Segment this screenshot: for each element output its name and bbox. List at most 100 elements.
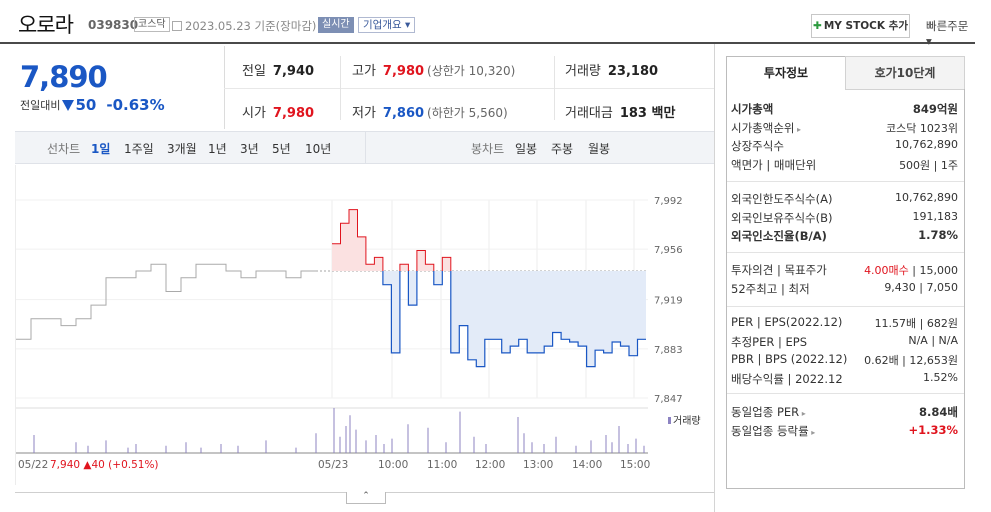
tab-hoga-10[interactable]: 호가10단계: [845, 56, 965, 90]
divider: [224, 46, 225, 129]
x-tick-label: 14:00: [572, 459, 602, 471]
divider: [224, 88, 714, 89]
high-price: 고가 7,980 (상한가 10,320): [352, 64, 516, 79]
info-label: 상장주식수: [731, 139, 784, 153]
plus-icon: ✚: [813, 20, 822, 32]
info-label: 동일업종 PER ▸: [731, 405, 806, 419]
volume: 거래량 23,180: [565, 64, 659, 79]
info-value: 4.00매수 | 15,000: [864, 264, 958, 277]
tab-10y[interactable]: 10년: [305, 142, 332, 156]
info-row: 외국인소진율(B/A) 1.78%: [731, 228, 958, 246]
info-row: 외국인보유주식수(B) 191,183: [731, 210, 958, 228]
realtime-button[interactable]: 실시간: [318, 17, 354, 33]
tab-5y[interactable]: 5년: [272, 142, 291, 156]
info-value: 8.84배: [919, 405, 958, 419]
tab-daily[interactable]: 일봉: [515, 142, 538, 156]
info-value: 849억원: [912, 102, 958, 116]
y-tick-label: 7,919: [654, 296, 683, 307]
divider: [340, 56, 341, 120]
info-label: PER | EPS(2022.12): [731, 315, 843, 329]
down-triangle-icon: [62, 100, 75, 111]
divider: [365, 132, 366, 163]
info-label: 외국인보유주식수(B): [731, 210, 833, 225]
x-tick-label: 10:00: [378, 459, 408, 471]
tab-monthly[interactable]: 월봉: [588, 142, 611, 156]
y-tick-label: 7,883: [654, 345, 683, 356]
volume-legend: 거래량: [673, 415, 701, 427]
info-label: 액면가 | 매매단위: [731, 157, 817, 172]
info-value: 11.57배 | 682원: [874, 317, 958, 330]
current-price: 7,890: [20, 60, 108, 94]
info-row: 동일업종 등락률 ▸ +1.33%: [731, 423, 958, 441]
info-label: 외국인소진율(B/A): [731, 229, 827, 243]
tab-1y[interactable]: 1년: [208, 142, 227, 156]
tab-3y[interactable]: 3년: [240, 142, 259, 156]
info-label: 동일업종 등락률 ▸: [731, 423, 816, 438]
up-area: [332, 209, 451, 272]
low-price: 저가 7,860 (하한가 5,560): [352, 106, 508, 121]
volume-legend-swatch: [668, 417, 671, 424]
tab-3m[interactable]: 3개월: [167, 142, 197, 156]
tab-1d[interactable]: 1일: [91, 142, 111, 156]
tab-invest-info[interactable]: 투자정보: [726, 56, 846, 90]
info-row: 외국인한도주식수(A) 10,762,890: [731, 191, 958, 209]
quote-date: 2023.05.23 기준(장마감): [172, 18, 316, 34]
prev-day-line: [16, 263, 316, 340]
market-badge: 코스닥: [134, 17, 170, 32]
tab-weekly[interactable]: 주봉: [551, 142, 574, 156]
chevron-right-icon: ▸: [794, 124, 802, 134]
prev-close: 전일 7,940: [242, 64, 315, 79]
prev-close-info: 7,940 ▲40 (+0.51%): [50, 459, 159, 471]
line-chart-label: 선차트: [47, 142, 81, 156]
info-row: 동일업종 PER ▸ 8.84배: [731, 404, 958, 422]
y-tick-label: 7,847: [654, 394, 683, 405]
y-tick-label: 7,956: [654, 245, 683, 256]
stock-name[interactable]: 오로라: [18, 13, 74, 37]
info-value: 1.52%: [923, 370, 958, 384]
info-value: +1.33%: [908, 422, 958, 437]
info-label[interactable]: 시가총액순위 ▸: [731, 120, 802, 135]
stock-header: 오로라 039830 코스닥 2023.05.23 기준(장마감) 실시간 기업…: [0, 0, 975, 48]
info-label: PBR | BPS (2022.12): [731, 352, 848, 366]
trade-amount: 거래대금 183 백만: [565, 106, 676, 121]
divider: [727, 252, 964, 253]
open-price: 시가 7,980: [242, 106, 315, 121]
info-value: 1.78%: [918, 228, 958, 242]
info-label: 시가총액: [731, 102, 774, 116]
collapse-chart-button[interactable]: ⌃: [346, 492, 386, 504]
info-value: 10,762,890: [895, 191, 958, 204]
info-label: 추정PER | EPS: [731, 334, 808, 349]
info-value: N/A | N/A: [908, 333, 958, 347]
chart-period-tabs: 선차트 1일 1주일 3개월 1년 3년 5년 10년 봉차트 일봉 주봉 월봉: [15, 131, 714, 164]
info-value: 9,430 | 7,050: [884, 280, 958, 294]
divider: [727, 393, 964, 394]
info-label: 투자의견 | 목표주가: [731, 263, 827, 277]
tab-1w[interactable]: 1주일: [124, 142, 154, 156]
calendar-icon: [172, 21, 182, 31]
my-stock-add-button[interactable]: ✚ MY STOCK 추가: [811, 14, 910, 38]
quick-order-dropdown[interactable]: 빠른주문 ▾: [926, 19, 969, 48]
price-chart-svg[interactable]: 7,992 7,956 7,919 7,883 7,847 거래량 05/22 7,940 ▲…: [16, 165, 715, 485]
price-chart[interactable]: 7,992 7,956 7,919 7,883 7,847 거래량 05/22 7,940 ▲…: [15, 165, 714, 485]
info-value: 0.62배 | 12,653원: [864, 354, 958, 367]
corp-info-dropdown[interactable]: 기업개요 ▾: [358, 17, 416, 33]
info-value: 191,183: [912, 209, 959, 223]
stock-code: 039830: [88, 18, 139, 32]
info-label: 배당수익률 | 2022.12: [731, 371, 843, 386]
info-tabs: 투자정보 호가10단계: [726, 56, 965, 90]
divider: [554, 56, 555, 120]
x-tick-label: 11:00: [427, 459, 457, 471]
y-tick-label: 7,992: [654, 196, 683, 207]
info-label: 52주최고 | 최저: [731, 281, 810, 296]
info-value: 500원 | 1주: [899, 158, 958, 172]
info-row: 시가총액순위 ▸ 코스닥 1023위: [731, 120, 958, 138]
x-tick-label: 12:00: [475, 459, 505, 471]
info-row: 투자의견 | 목표주가 4.00매수 | 15,000: [731, 262, 958, 280]
info-box: [726, 89, 965, 489]
x-tick-label: 05/23: [318, 459, 348, 471]
chevron-right-icon: ▸: [799, 409, 806, 418]
today-line-down: [382, 271, 646, 368]
chevron-right-icon: ▸: [808, 427, 816, 437]
info-row: PER | EPS(2022.12) 11.57배 | 682원: [731, 315, 958, 333]
x-tick-label: 05/22: [18, 459, 48, 471]
